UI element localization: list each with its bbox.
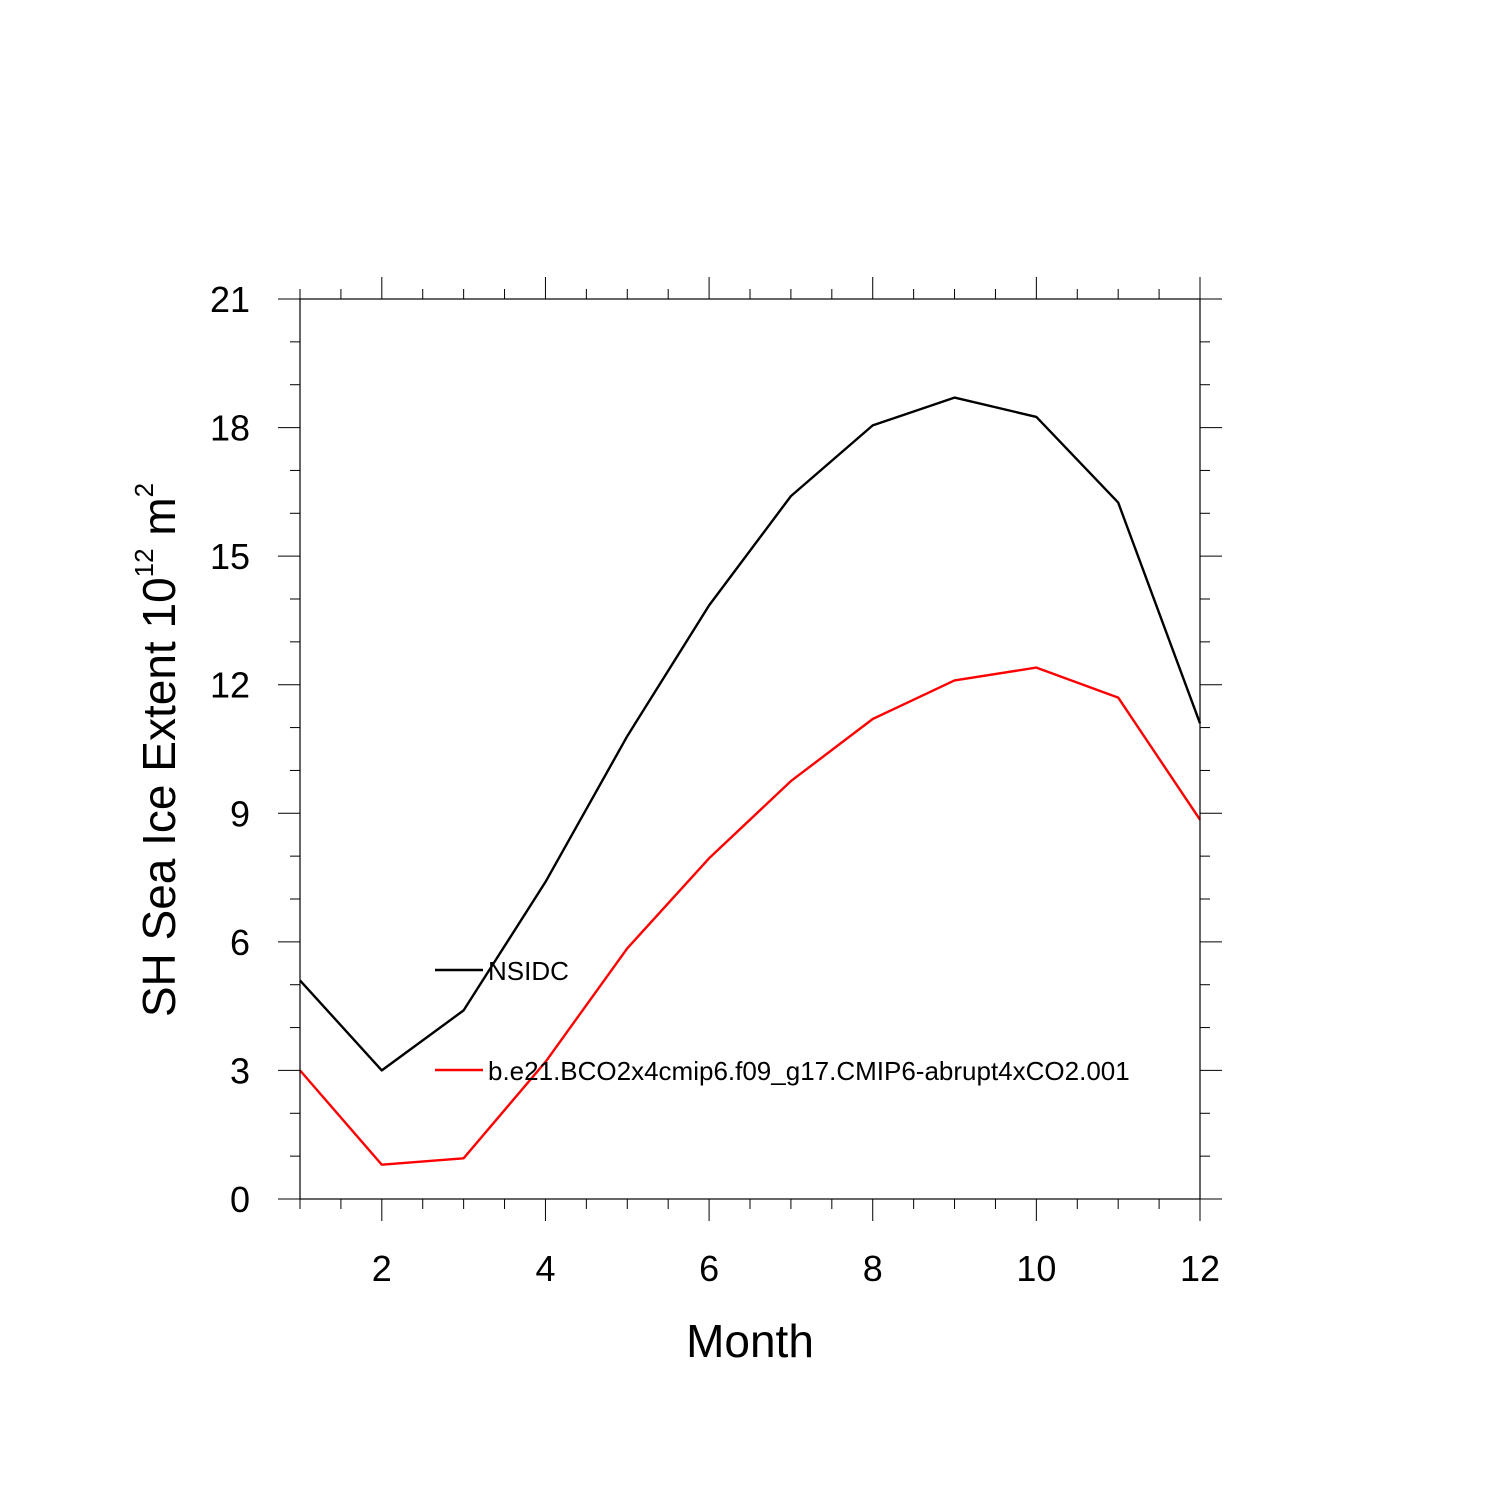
y-axis-title-unit-exponent: 2 — [129, 483, 159, 497]
y-axis-title: SH Sea Ice Extent 1012 m2 — [129, 483, 185, 1017]
data-series — [299, 396, 1202, 1166]
x-tick-label: 12 — [1180, 1248, 1220, 1289]
x-axis-title: Month — [686, 1315, 814, 1367]
legend-label-2: b.e21.BCO2x4cmip6.f09_g17.CMIP6-abrupt4x… — [488, 1056, 1130, 1086]
x-tick-label: 10 — [1016, 1248, 1056, 1289]
y-tick-label: 3 — [230, 1050, 250, 1091]
legend: NSIDC b.e21.BCO2x4cmip6.f09_g17.CMIP6-abr… — [435, 956, 1130, 1086]
tick-labels: 2 4 6 8 10 12 0 3 6 9 12 15 18 21 — [210, 279, 1220, 1289]
y-tick-label: 6 — [230, 922, 250, 963]
x-tick-label: 2 — [372, 1248, 392, 1289]
y-tick-label: 18 — [210, 408, 250, 449]
y-tick-label: 12 — [210, 665, 250, 706]
y-tick-label: 0 — [230, 1179, 250, 1220]
plot-frame — [299, 298, 1201, 1200]
x-tick-label: 6 — [699, 1248, 719, 1289]
x-tick-label: 8 — [863, 1248, 883, 1289]
series-line-2 — [299, 666, 1201, 1166]
x-tick-label: 4 — [535, 1248, 555, 1289]
y-axis-title-main: SH Sea Ice Extent 10 — [133, 577, 185, 1017]
y-axis-title-exponent: 12 — [129, 548, 159, 577]
axis-ticks — [278, 277, 1222, 1221]
y-tick-label: 15 — [210, 536, 250, 577]
legend-label-1: NSIDC — [488, 956, 569, 986]
series-line-1 — [299, 396, 1202, 1072]
y-axis-title-unit: m — [133, 497, 185, 548]
y-tick-label: 9 — [230, 793, 250, 834]
y-tick-label: 21 — [210, 279, 250, 320]
